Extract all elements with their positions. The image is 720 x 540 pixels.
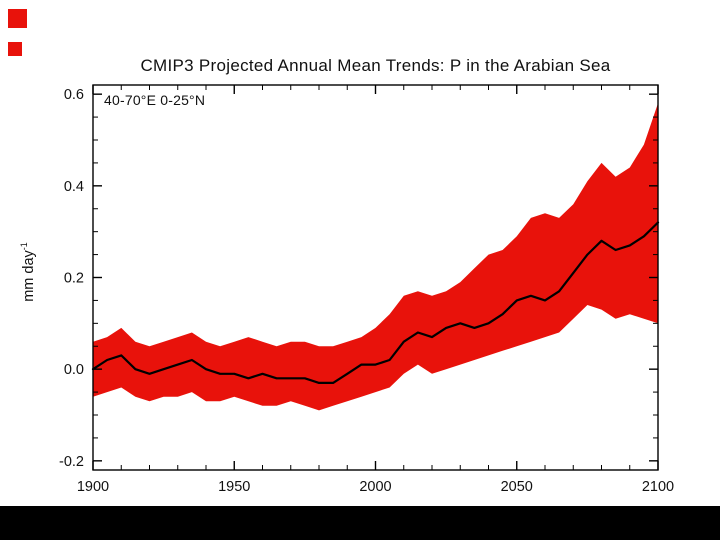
svg-text:1950: 1950 [218, 479, 250, 495]
red-square-decoration-top [8, 9, 27, 28]
projection-timeseries-chart: -0.2 0.0 0.2 0.4 0.6 1900 1950 2000 2050 2100 [59, 84, 674, 495]
svg-text:0.6: 0.6 [64, 87, 84, 103]
bottom-bar [0, 506, 720, 540]
svg-text:2100: 2100 [642, 479, 674, 495]
svg-text:-0.2: -0.2 [59, 454, 84, 470]
svg-text:0.0: 0.0 [64, 362, 84, 378]
region-annotation: 40-70°E 0-25°N [104, 92, 206, 108]
svg-text:2050: 2050 [501, 479, 533, 495]
chart-title: CMIP3 Projected Annual Mean Trends: P in… [140, 56, 611, 75]
svg-text:2000: 2000 [359, 479, 391, 495]
svg-text:1900: 1900 [77, 479, 109, 495]
svg-text:0.2: 0.2 [64, 271, 84, 287]
red-square-decoration-bottom [8, 42, 22, 56]
svg-text:0.4: 0.4 [64, 179, 84, 195]
